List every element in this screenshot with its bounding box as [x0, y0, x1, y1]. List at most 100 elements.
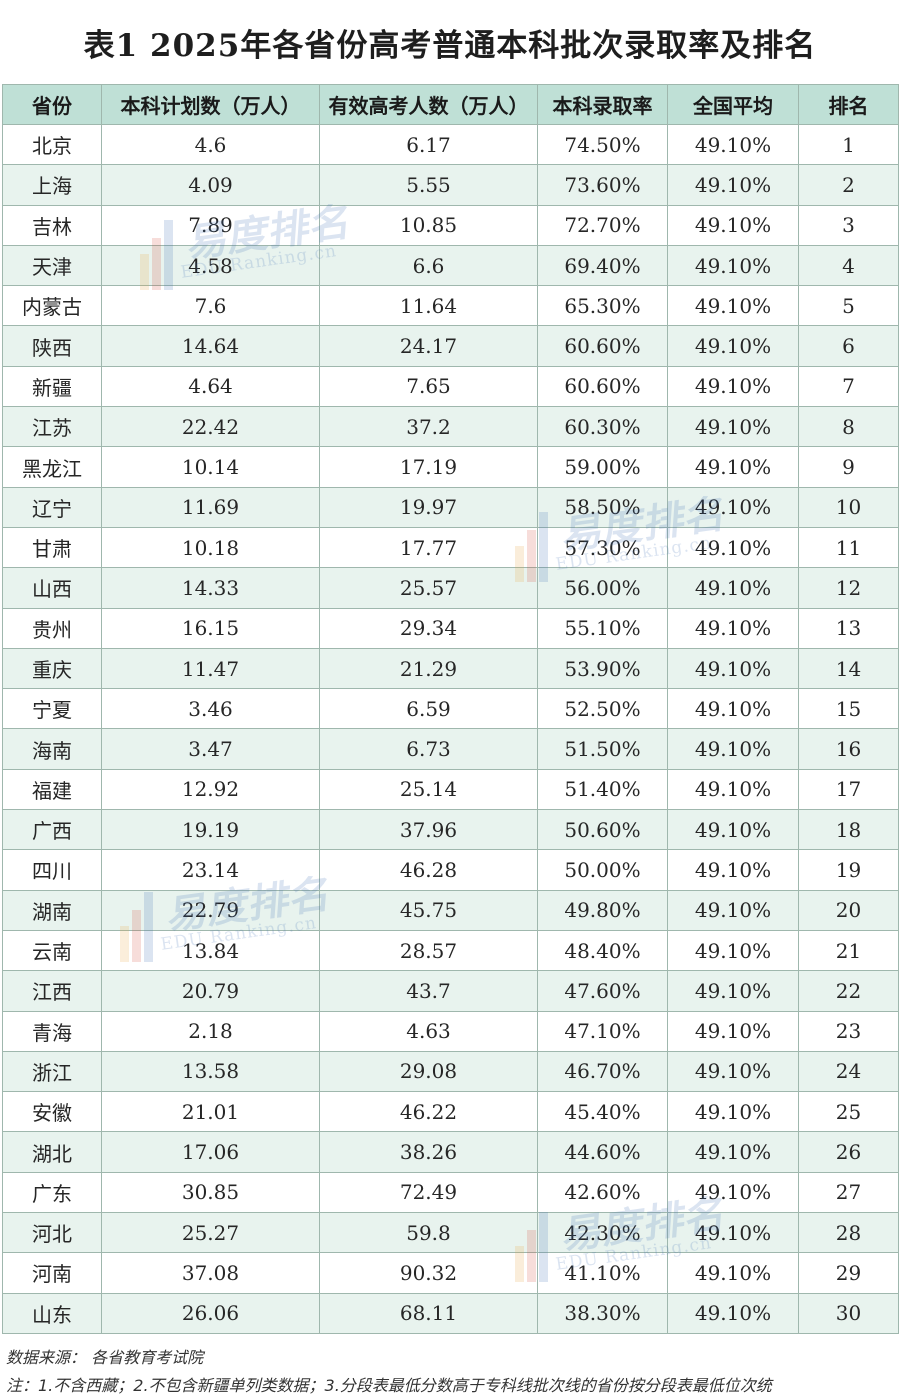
cell-admission-rate: 46.70%	[537, 1050, 668, 1093]
cell-admission-rate: 55.10%	[537, 607, 668, 649]
cell-admission-rate: 50.00%	[537, 849, 668, 891]
cell-rank: 27	[798, 1171, 899, 1214]
cell-exam-takers: 21.29	[319, 647, 538, 690]
cell-admission-rate: 60.60%	[537, 325, 668, 367]
cell-plan-count: 11.69	[101, 486, 320, 528]
cell-exam-takers: 59.8	[319, 1212, 538, 1254]
cell-admission-rate: 69.40%	[537, 244, 668, 287]
table-row: 新疆 4.64 7.65 60.60% 49.10% 7	[2, 365, 899, 408]
table-row: 青海 2.18 4.63 47.10% 49.10% 23	[2, 1010, 899, 1052]
cell-rank: 6	[798, 325, 899, 367]
cell-rank: 20	[798, 889, 899, 931]
cell-province: 江西	[2, 970, 102, 1012]
table-row: 福建 12.92 25.14 51.40% 49.10% 17	[2, 768, 899, 811]
cell-province: 云南	[2, 929, 102, 972]
cell-admission-rate: 53.90%	[537, 647, 668, 690]
cell-plan-count: 16.15	[101, 607, 320, 649]
cell-rank: 16	[798, 728, 899, 770]
cell-province: 海南	[2, 728, 102, 770]
table-row: 宁夏 3.46 6.59 52.50% 49.10% 15	[2, 688, 899, 730]
cell-national-average: 49.10%	[667, 647, 799, 690]
cell-rank: 22	[798, 970, 899, 1012]
cell-province: 新疆	[2, 365, 102, 408]
cell-admission-rate: 38.30%	[537, 1292, 668, 1334]
cell-province: 福建	[2, 768, 102, 811]
cell-province: 河南	[2, 1252, 102, 1294]
table-row: 湖北 17.06 38.26 44.60% 49.10% 26	[2, 1131, 899, 1173]
table-row: 广西 19.19 37.96 50.60% 49.10% 18	[2, 809, 899, 851]
table-row: 四川 23.14 46.28 50.00% 49.10% 19	[2, 849, 899, 891]
cell-plan-count: 37.08	[101, 1252, 320, 1294]
cell-plan-count: 13.58	[101, 1050, 320, 1093]
cell-admission-rate: 51.50%	[537, 728, 668, 770]
cell-province: 四川	[2, 849, 102, 891]
cell-plan-count: 19.19	[101, 809, 320, 851]
header-admission-rate: 本科录取率	[537, 84, 668, 125]
cell-rank: 15	[798, 688, 899, 730]
cell-national-average: 49.10%	[667, 728, 799, 770]
cell-exam-takers: 43.7	[319, 970, 538, 1012]
cell-rank: 29	[798, 1252, 899, 1294]
cell-province: 内蒙古	[2, 285, 102, 327]
cell-national-average: 49.10%	[667, 1091, 799, 1133]
cell-plan-count: 4.6	[101, 123, 320, 166]
cell-exam-takers: 46.28	[319, 849, 538, 891]
cell-national-average: 49.10%	[667, 204, 799, 246]
cell-rank: 26	[798, 1131, 899, 1173]
cell-admission-rate: 42.60%	[537, 1171, 668, 1214]
cell-exam-takers: 90.32	[319, 1252, 538, 1294]
cell-rank: 5	[798, 285, 899, 327]
cell-admission-rate: 73.60%	[537, 164, 668, 206]
cell-admission-rate: 42.30%	[537, 1212, 668, 1254]
cell-rank: 12	[798, 567, 899, 609]
cell-plan-count: 11.47	[101, 647, 320, 690]
cell-admission-rate: 59.00%	[537, 446, 668, 488]
cell-rank: 28	[798, 1212, 899, 1254]
table-row: 云南 13.84 28.57 48.40% 49.10% 21	[2, 929, 899, 972]
cell-plan-count: 26.06	[101, 1292, 320, 1334]
cell-admission-rate: 60.30%	[537, 406, 668, 448]
table-row: 甘肃 10.18 17.77 57.30% 49.10% 11	[2, 526, 899, 569]
cell-exam-takers: 37.2	[319, 406, 538, 448]
cell-rank: 8	[798, 406, 899, 448]
cell-national-average: 49.10%	[667, 849, 799, 891]
cell-plan-count: 3.46	[101, 688, 320, 730]
cell-rank: 14	[798, 647, 899, 690]
cell-exam-takers: 24.17	[319, 325, 538, 367]
cell-national-average: 49.10%	[667, 526, 799, 569]
cell-province: 青海	[2, 1010, 102, 1052]
cell-exam-takers: 25.14	[319, 768, 538, 811]
cell-admission-rate: 56.00%	[537, 567, 668, 609]
cell-province: 山东	[2, 1292, 102, 1334]
cell-admission-rate: 41.10%	[537, 1252, 668, 1294]
cell-rank: 3	[798, 204, 899, 246]
cell-national-average: 49.10%	[667, 1010, 799, 1052]
cell-national-average: 49.10%	[667, 1292, 799, 1334]
cell-national-average: 49.10%	[667, 970, 799, 1012]
cell-national-average: 49.10%	[667, 164, 799, 206]
admission-rate-table: 省份 本科计划数（万人） 有效高考人数（万人） 本科录取率 全国平均 排名 北京…	[2, 84, 899, 1334]
cell-national-average: 49.10%	[667, 567, 799, 609]
cell-exam-takers: 37.96	[319, 809, 538, 851]
cell-exam-takers: 10.85	[319, 204, 538, 246]
cell-rank: 10	[798, 486, 899, 528]
cell-admission-rate: 52.50%	[537, 688, 668, 730]
cell-national-average: 49.10%	[667, 809, 799, 851]
cell-rank: 1	[798, 123, 899, 166]
table-row: 内蒙古 7.6 11.64 65.30% 49.10% 5	[2, 285, 899, 327]
cell-rank: 30	[798, 1292, 899, 1334]
cell-province: 浙江	[2, 1050, 102, 1093]
cell-rank: 7	[798, 365, 899, 408]
cell-plan-count: 20.79	[101, 970, 320, 1012]
table-row: 江苏 22.42 37.2 60.30% 49.10% 8	[2, 406, 899, 448]
cell-national-average: 49.10%	[667, 285, 799, 327]
cell-admission-rate: 47.10%	[537, 1010, 668, 1052]
cell-admission-rate: 60.60%	[537, 365, 668, 408]
cell-plan-count: 10.14	[101, 446, 320, 488]
cell-exam-takers: 7.65	[319, 365, 538, 408]
cell-national-average: 49.10%	[667, 446, 799, 488]
table-row: 河北 25.27 59.8 42.30% 49.10% 28	[2, 1212, 899, 1254]
cell-exam-takers: 6.6	[319, 244, 538, 287]
cell-plan-count: 4.64	[101, 365, 320, 408]
cell-admission-rate: 65.30%	[537, 285, 668, 327]
